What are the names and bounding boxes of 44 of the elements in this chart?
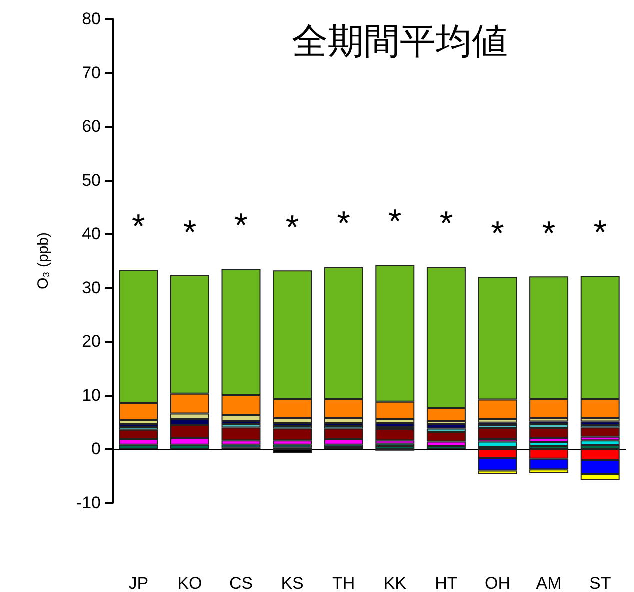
x-tick-label: OH [485,574,510,592]
y-tick-label: 10 [82,386,101,405]
annotation: * [286,208,300,247]
y-tick-label: 80 [82,10,101,28]
annotation: * [183,214,197,252]
annotation: * [594,214,607,252]
x-tick-label: ST [589,574,612,592]
bar [478,428,518,440]
y-axis-title: O₃ (ppb) [35,232,52,290]
annotation: * [388,203,402,242]
x-tick-label: KK [384,574,408,592]
annotation: * [132,208,146,246]
y-tick-label: 50 [82,170,101,190]
bar [273,428,312,441]
bar [376,429,415,441]
x-tick-label: JP [128,574,149,592]
y-tick-label: 20 [82,332,101,352]
x-tick-label: KS [281,574,304,592]
annotation: * [542,214,556,253]
x-tick-label: HT [435,574,458,592]
x-tick-label: AM [536,574,562,592]
y-tick-label: 60 [82,117,101,136]
annotation: * [440,205,454,244]
annotation: * [234,207,248,246]
annotation: * [337,205,350,244]
y-tick-label: -10 [76,494,101,512]
bar [376,423,415,428]
y-tick-label: 40 [82,224,101,244]
annotation: * [491,215,504,254]
y-tick-label: 0 [92,440,101,459]
x-tick-label: CS [229,574,254,592]
x-tick-label: TH [332,574,356,592]
bar [580,428,620,437]
bar [580,440,620,446]
y-tick-label: 30 [82,278,101,298]
chart-title: 全期間平均値 [292,20,508,62]
bar [530,442,569,446]
bar [478,442,518,448]
bar [426,424,466,429]
bar [580,422,620,426]
y-tick-label: 70 [82,63,101,82]
bar [222,428,261,441]
x-tick-label: KO [178,574,202,592]
bar [530,428,569,438]
